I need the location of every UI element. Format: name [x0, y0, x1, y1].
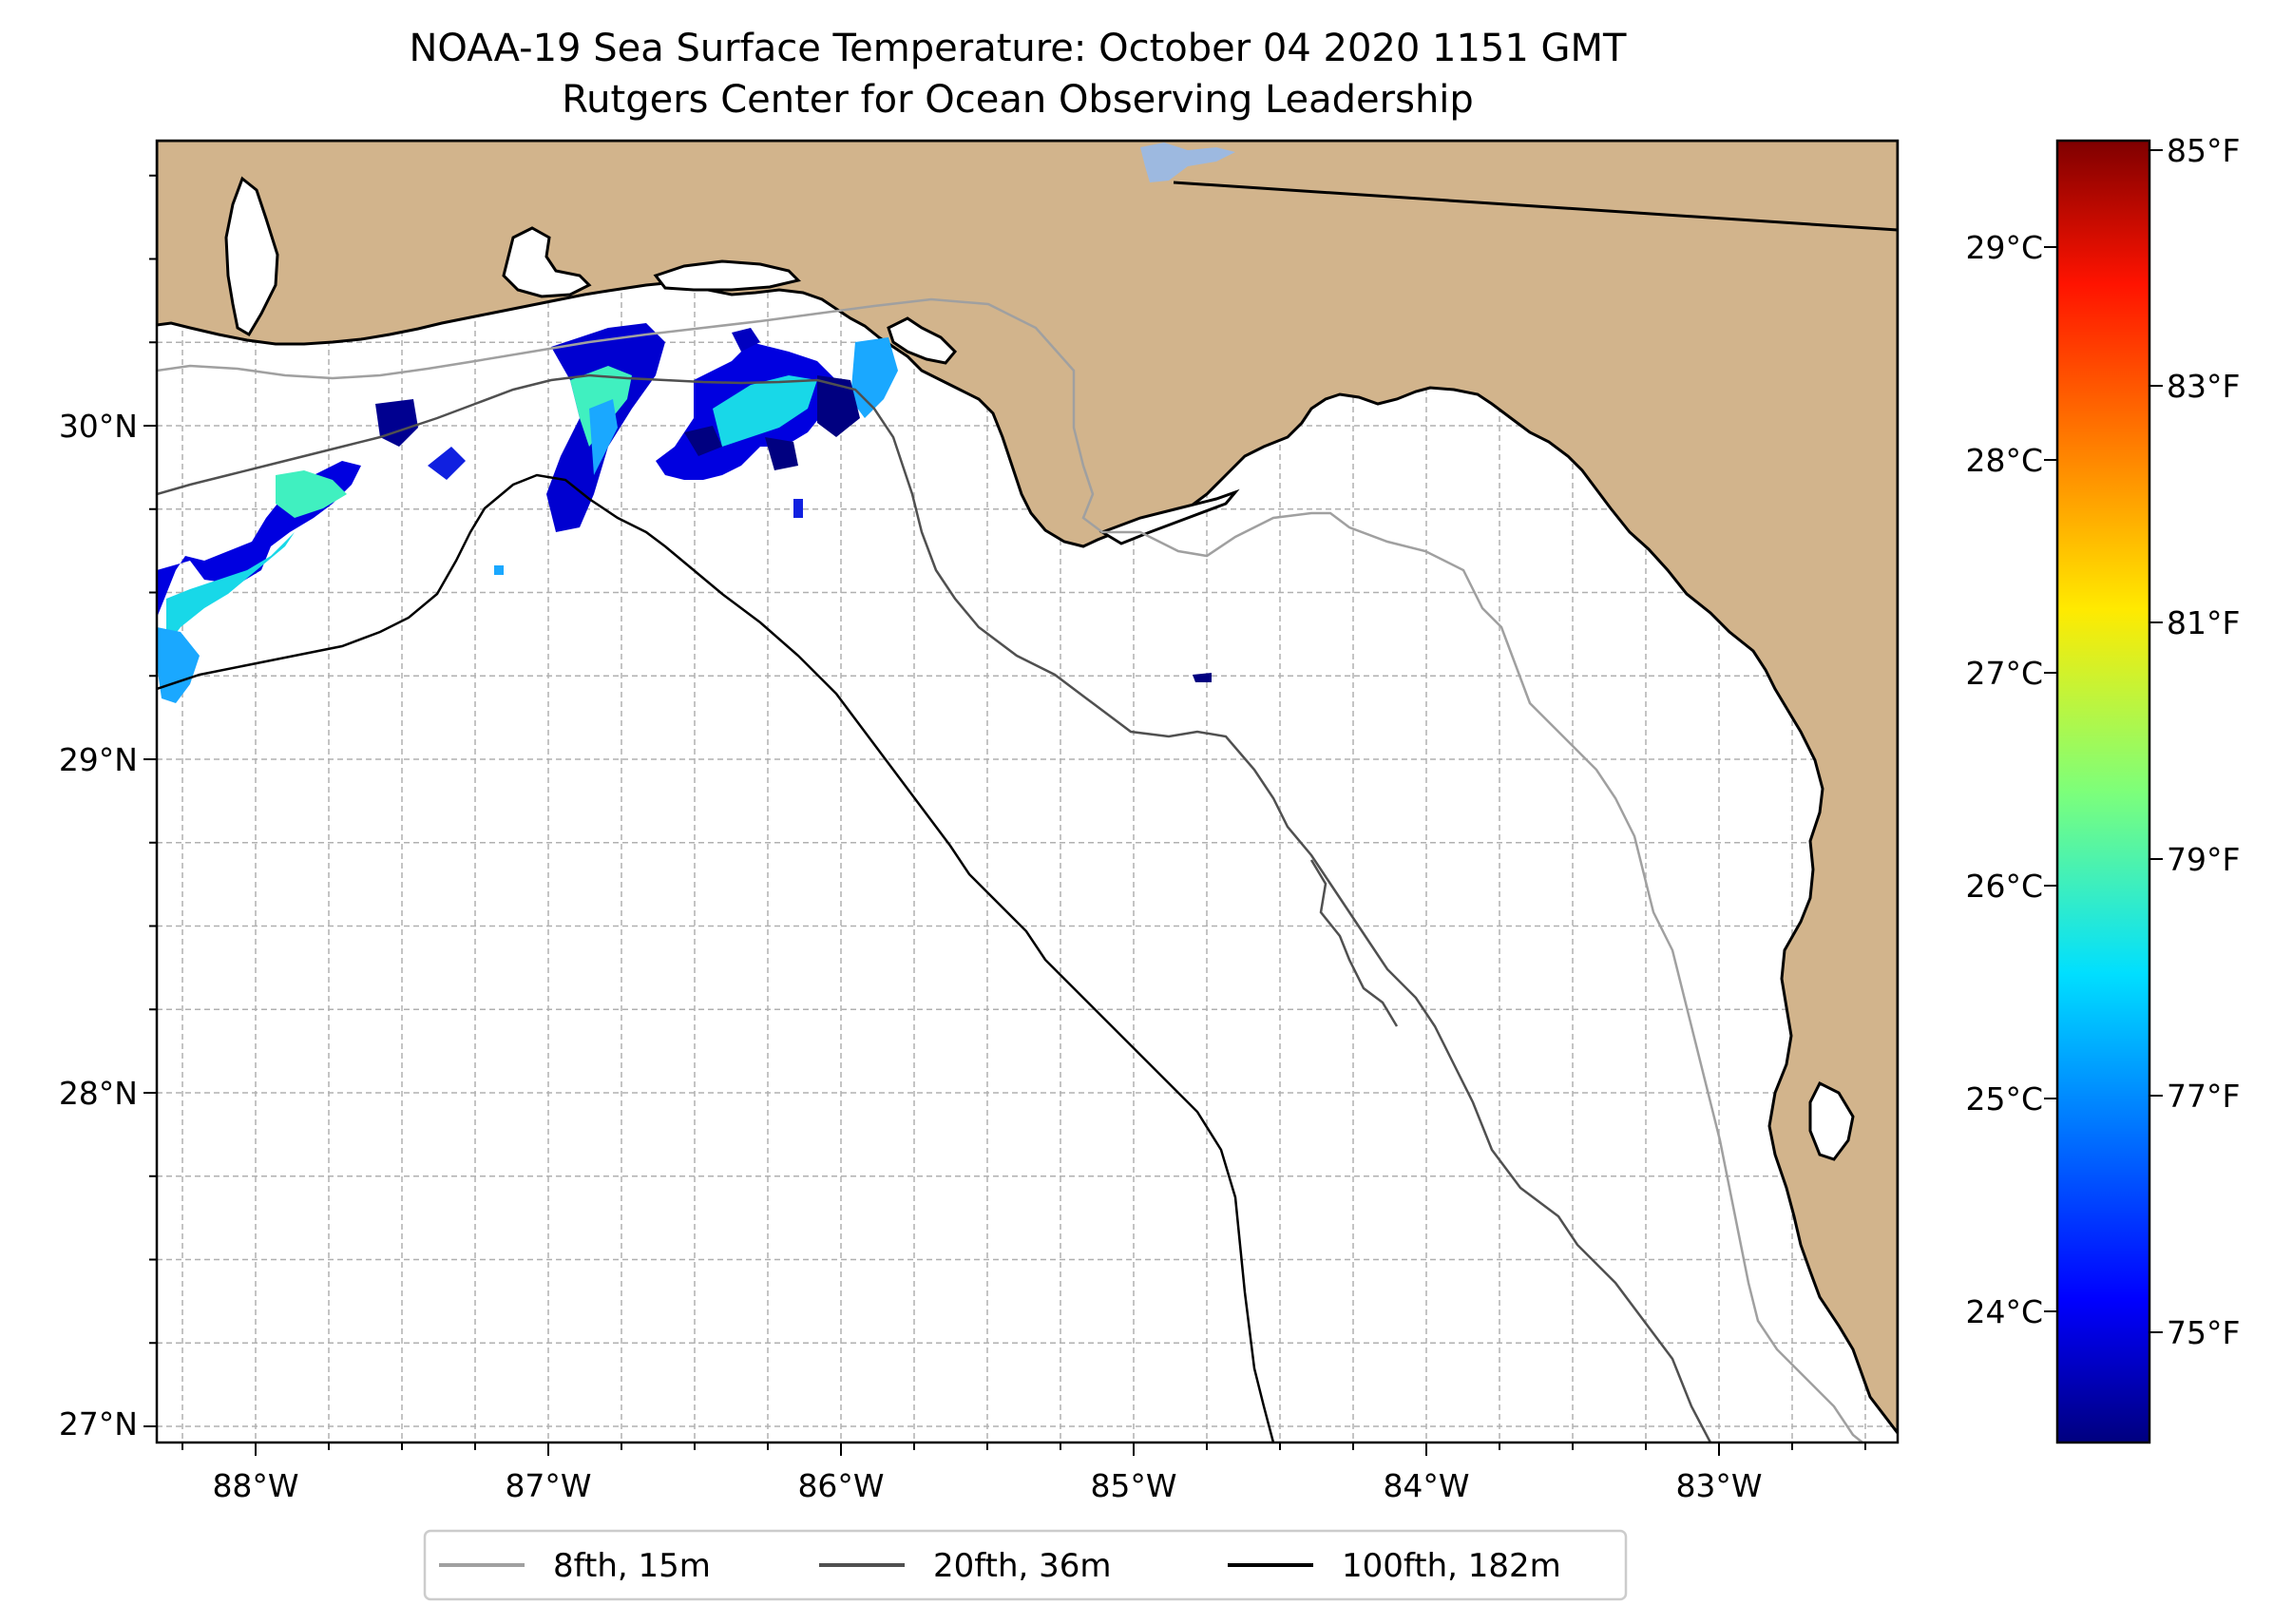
lat-label-29n: 29°N [59, 741, 138, 778]
contour-20fth [157, 373, 1712, 1442]
contour-8fth [157, 297, 1863, 1442]
colorbar-f-77: 77°F [2167, 1078, 2240, 1115]
colorbar-f-81: 81°F [2167, 604, 2240, 641]
map-frame [155, 139, 1900, 1444]
colorbar-f-83: 83°F [2167, 368, 2240, 405]
map-panel [157, 141, 1898, 1442]
pensacola-bay [502, 226, 592, 298]
lat-label-28n: 28°N [59, 1075, 138, 1112]
legend-box [423, 1529, 1628, 1601]
lon-label-83w: 83°W [1675, 1467, 1762, 1504]
contour-20fth-shoals [1309, 859, 1399, 1027]
colorbar-ticks [2044, 149, 2163, 1333]
lat-label-27n: 27°N [59, 1405, 138, 1442]
legend-label-20fth: 20fth, 36m [933, 1547, 1112, 1585]
lat-label-30n: 30°N [59, 408, 138, 445]
map-gridlines [157, 141, 1898, 1442]
colorbar-c-27: 27°C [1965, 655, 2043, 692]
land-gulf-coast [157, 141, 1898, 1436]
contour-legend: 8fth, 15m 20fth, 36m 100fth, 182m [423, 1529, 1628, 1601]
colorbar-c-29: 29°C [1965, 229, 2043, 266]
colorbar-c-24: 24°C [1965, 1293, 2043, 1330]
contour-100fth [157, 473, 1275, 1442]
colorbar-gradient [2055, 139, 2151, 1444]
lake [1140, 143, 1235, 182]
state-border [1173, 181, 1898, 232]
lon-label-84w: 84°W [1383, 1467, 1469, 1504]
map-axis-ticks [143, 174, 1866, 1456]
colorbar-f-75: 75°F [2167, 1314, 2240, 1351]
st-andrew-bay [887, 316, 958, 365]
colorbar-c-25: 25°C [1965, 1080, 2043, 1118]
legend-label-8fth: 8fth, 15m [553, 1547, 711, 1585]
map-title-line-2: Rutgers Center for Ocean Observing Leade… [562, 78, 1474, 122]
colorbar-f-79: 79°F [2167, 841, 2240, 878]
apalachee-bay-islands [1098, 488, 1240, 545]
colorbar-c-28: 28°C [1965, 442, 2043, 479]
sst-pixels [157, 323, 1212, 703]
latitude-labels: 30°N 29°N 28°N 27°N [59, 408, 138, 1442]
lon-label-85w: 85°W [1090, 1467, 1176, 1504]
colorbar: 29°C 28°C 27°C 26°C 25°C 24°C 85°F 83°F … [1965, 132, 2240, 1444]
map-title-line-1: NOAA-19 Sea Surface Temperature: October… [410, 27, 1628, 70]
choctawhatchee-bay [653, 259, 801, 292]
legend-label-100fth: 100fth, 182m [1342, 1547, 1561, 1585]
mobile-bay [224, 176, 279, 337]
lon-label-88w: 88°W [212, 1467, 298, 1504]
lon-label-86w: 86°W [797, 1467, 884, 1504]
longitude-labels: 88°W 87°W 86°W 85°W 84°W 83°W [212, 1467, 1762, 1504]
colorbar-c-26: 26°C [1965, 868, 2043, 905]
colorbar-f-85: 85°F [2167, 132, 2240, 169]
tampa-bay [1808, 1080, 1855, 1161]
lon-label-87w: 87°W [505, 1467, 591, 1504]
